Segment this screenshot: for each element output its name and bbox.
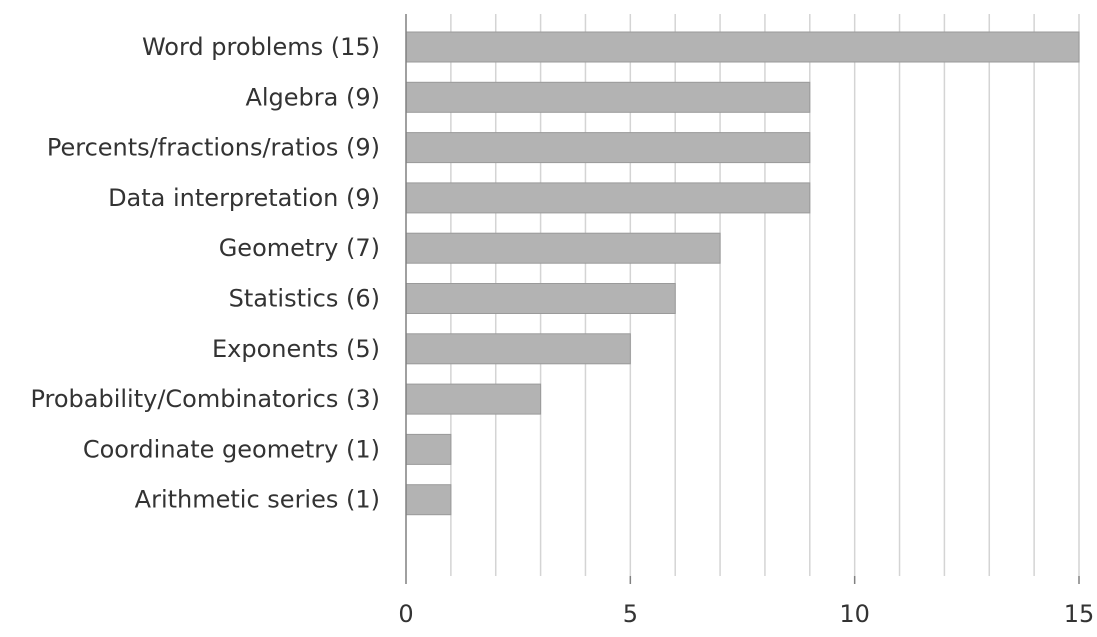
category-label: Arithmetic series (1)	[135, 486, 380, 514]
category-label: Probability/Combinatorics (3)	[30, 385, 380, 413]
bar	[405, 283, 676, 314]
category-label: Data interpretation (9)	[108, 184, 380, 212]
bar	[405, 31, 1080, 63]
x-tick-label: 10	[839, 600, 870, 628]
category-label: Coordinate geometry (1)	[83, 435, 380, 463]
bar	[405, 232, 721, 264]
category-labels: Word problems (15) Algebra (9) Percents/fr…	[30, 33, 380, 514]
category-label: Percents/fractions/ratios (9)	[47, 134, 380, 162]
category-label: Algebra (9)	[245, 83, 380, 111]
category-label: Statistics (6)	[229, 285, 380, 313]
category-label: Geometry (7)	[219, 234, 380, 262]
bars	[405, 31, 1080, 516]
bar	[405, 433, 452, 465]
x-tick-label: 5	[623, 600, 638, 628]
bar	[405, 81, 811, 113]
bar	[405, 182, 811, 214]
x-tick-label: 0	[398, 600, 413, 628]
bar	[405, 383, 542, 415]
category-label: Exponents (5)	[212, 335, 380, 363]
bar	[405, 132, 811, 164]
x-tick-label: 15	[1064, 600, 1095, 628]
x-tick-labels: 0 5 10 15	[398, 600, 1094, 628]
axes	[405, 14, 1080, 584]
bar	[405, 484, 452, 516]
category-label: Word problems (15)	[142, 33, 380, 61]
bar	[405, 333, 631, 365]
